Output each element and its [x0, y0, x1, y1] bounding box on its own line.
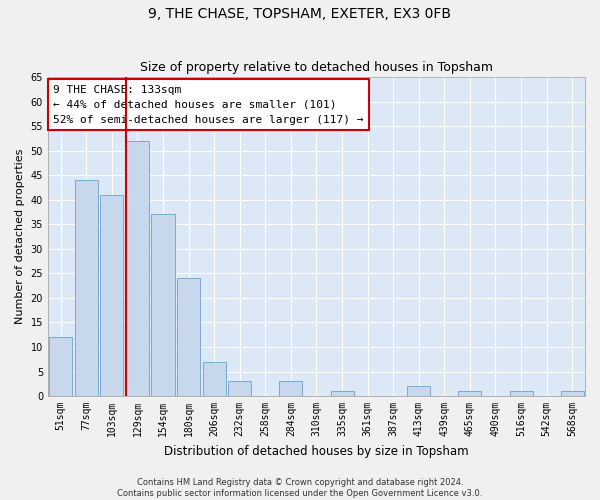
Text: 9 THE CHASE: 133sqm
← 44% of detached houses are smaller (101)
52% of semi-detac: 9 THE CHASE: 133sqm ← 44% of detached ho… — [53, 85, 364, 124]
Bar — [228, 382, 251, 396]
X-axis label: Distribution of detached houses by size in Topsham: Distribution of detached houses by size … — [164, 444, 469, 458]
Bar — [100, 195, 124, 396]
Text: 9, THE CHASE, TOPSHAM, EXETER, EX3 0FB: 9, THE CHASE, TOPSHAM, EXETER, EX3 0FB — [149, 8, 452, 22]
Title: Size of property relative to detached houses in Topsham: Size of property relative to detached ho… — [140, 62, 493, 74]
Bar — [75, 180, 98, 396]
Bar — [331, 391, 353, 396]
Bar — [49, 337, 72, 396]
Bar — [280, 382, 302, 396]
Bar — [203, 362, 226, 396]
Y-axis label: Number of detached properties: Number of detached properties — [15, 149, 25, 324]
Bar — [561, 391, 584, 396]
Bar — [126, 141, 149, 396]
Text: Contains HM Land Registry data © Crown copyright and database right 2024.
Contai: Contains HM Land Registry data © Crown c… — [118, 478, 482, 498]
Bar — [458, 391, 481, 396]
Bar — [151, 214, 175, 396]
Bar — [177, 278, 200, 396]
Bar — [407, 386, 430, 396]
Bar — [509, 391, 533, 396]
